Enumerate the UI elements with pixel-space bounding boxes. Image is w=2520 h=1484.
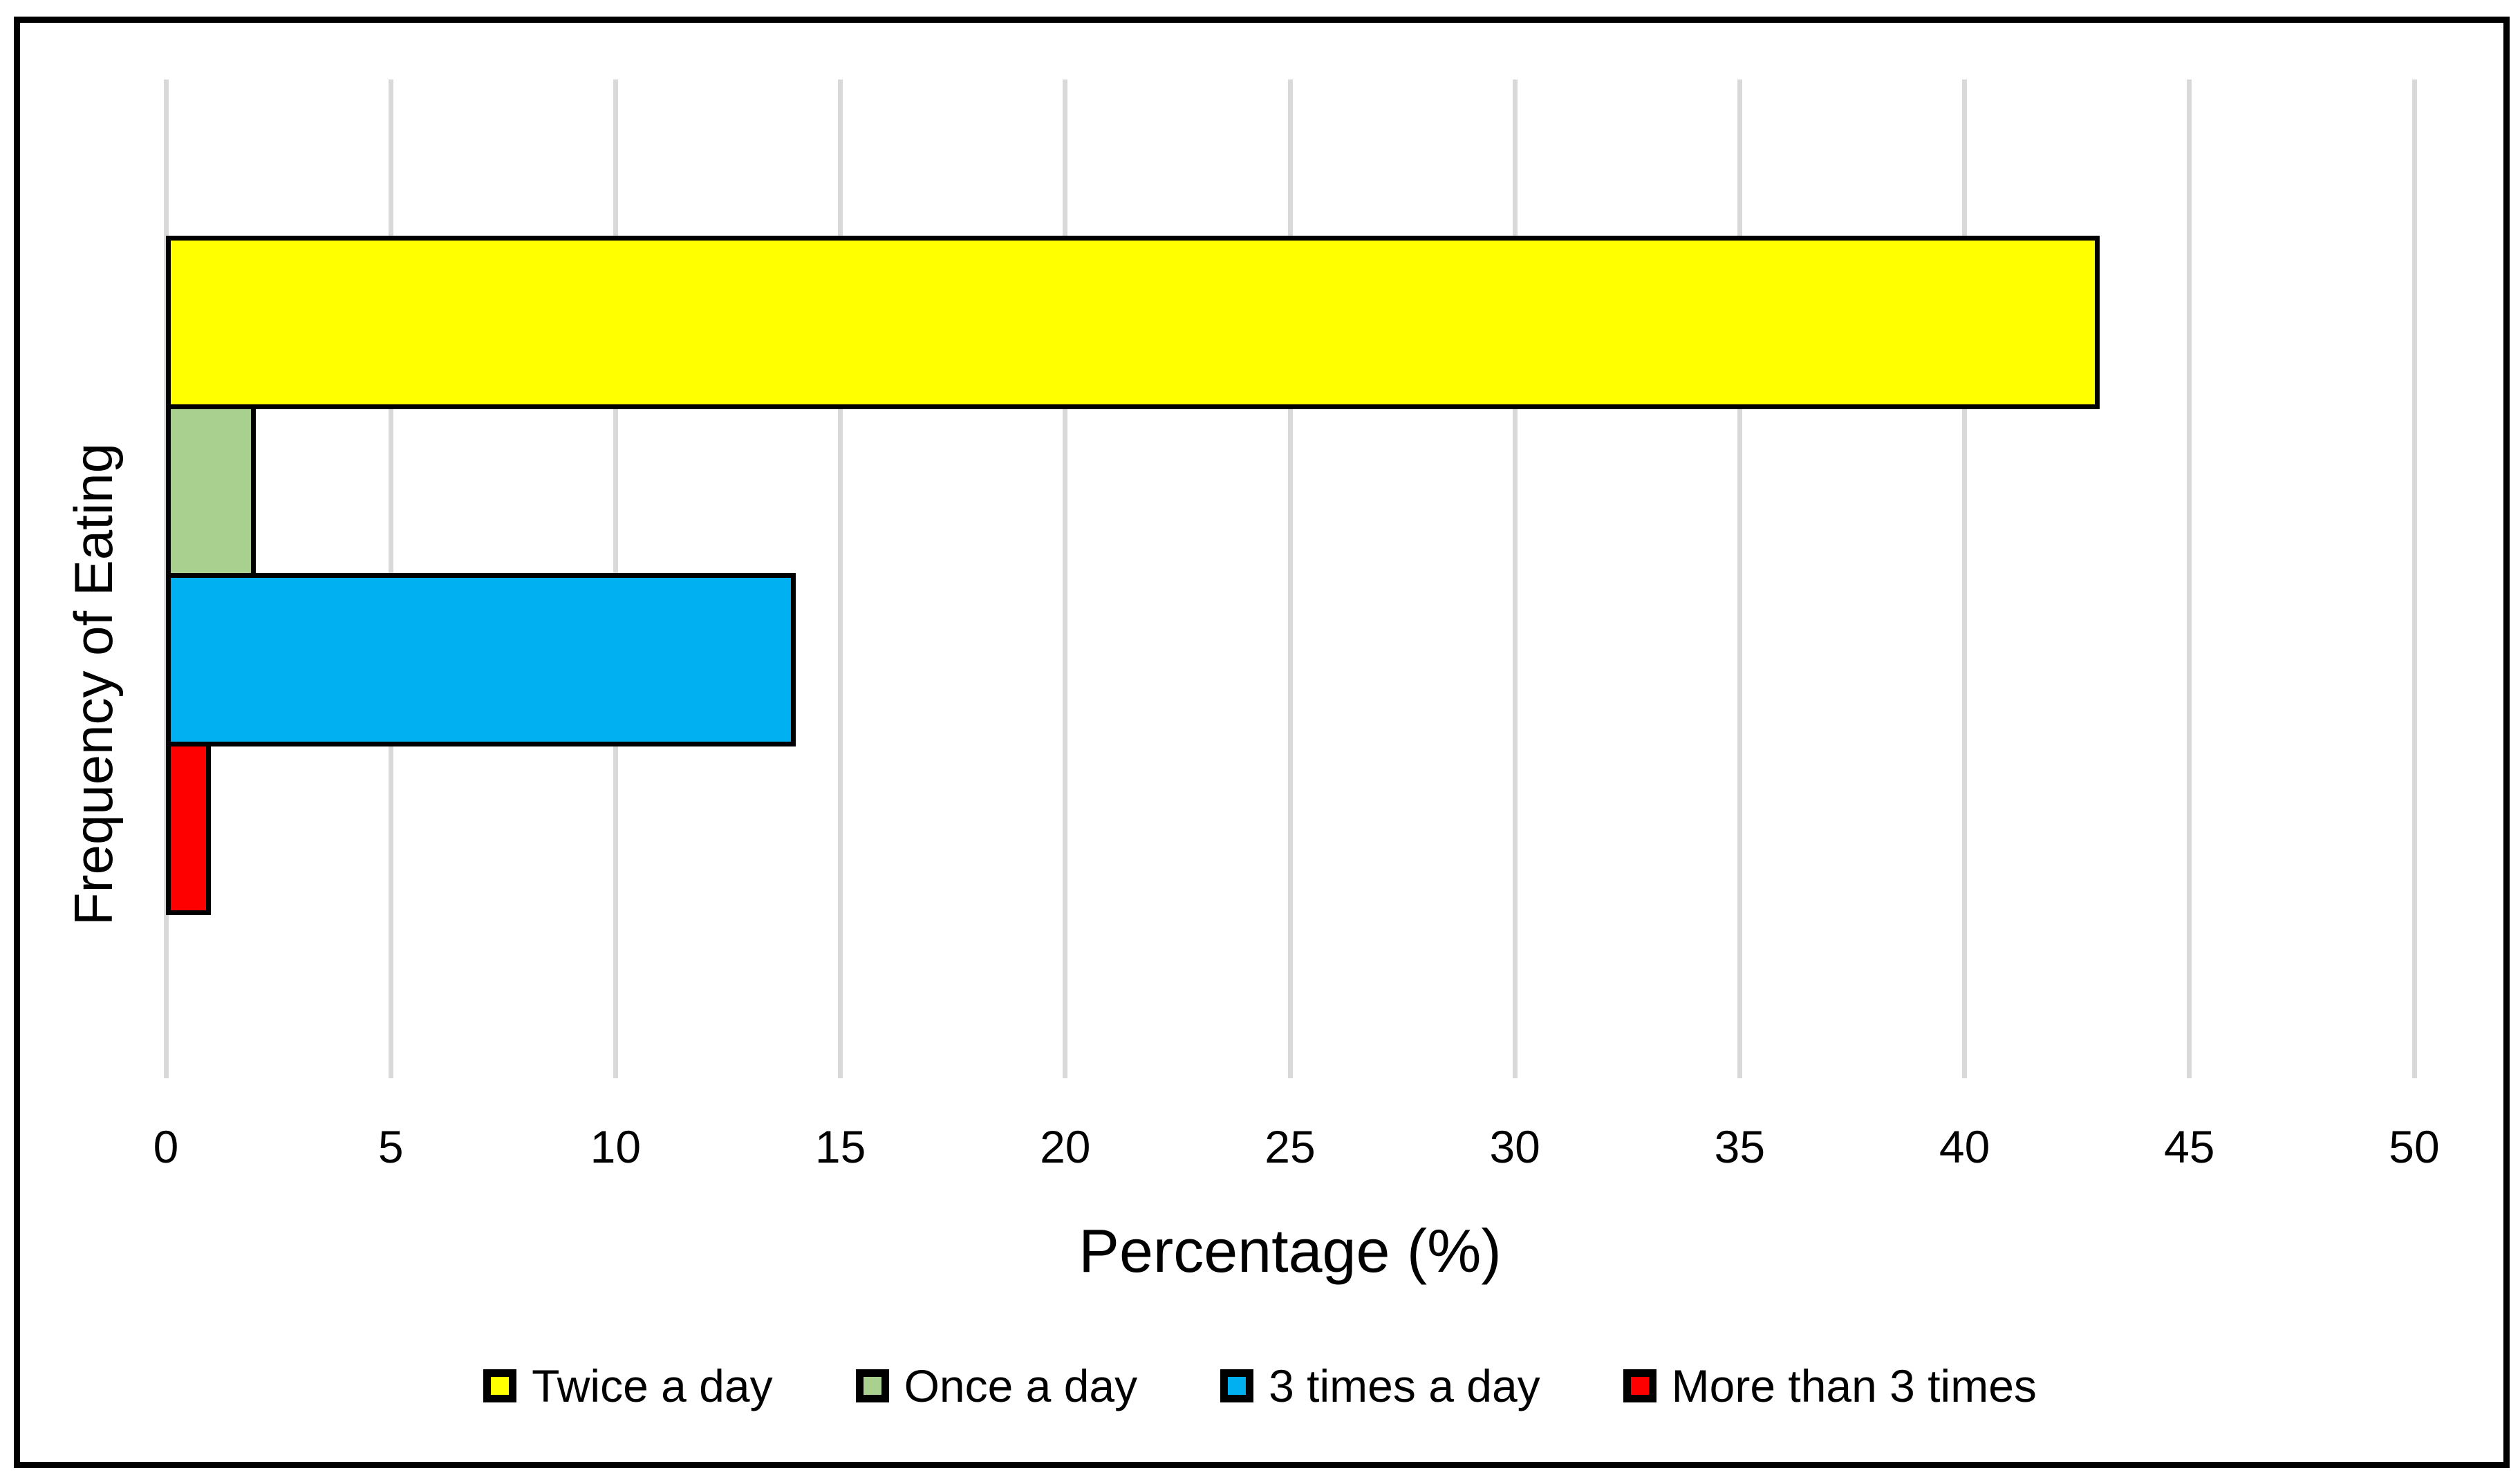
bar-twice-a-day	[166, 236, 2100, 409]
chart-outer-border	[14, 17, 2510, 1468]
x-tick-label-50: 50	[2389, 1121, 2440, 1172]
plot-area	[163, 79, 2417, 1078]
legend-swatch-twice-a-day	[483, 1369, 517, 1402]
x-tick-label-15: 15	[814, 1121, 866, 1172]
legend-item-3-times-a-day: 3 times a day	[1220, 1358, 1540, 1413]
legend-swatch-more-than-3-times	[1623, 1369, 1656, 1402]
x-tick-label-30: 30	[1489, 1121, 1540, 1172]
bar-more-than-3-times	[166, 742, 212, 915]
legend-item-more-than-3-times: More than 3 times	[1623, 1358, 2037, 1413]
x-tick-label-25: 25	[1264, 1121, 1316, 1172]
gridline-x-25	[1287, 79, 1293, 1078]
bar-3-times-a-day	[166, 573, 796, 746]
legend-label-more-than-3-times: More than 3 times	[1671, 1360, 2037, 1411]
gridline-x-35	[1737, 79, 1742, 1078]
x-tick-label-0: 0	[153, 1121, 179, 1172]
gridline-x-45	[2187, 79, 2192, 1078]
gridline-x-40	[1962, 79, 1968, 1078]
x-tick-label-10: 10	[590, 1121, 642, 1172]
bar-once-a-day	[166, 404, 256, 578]
legend-item-once-a-day: Once a day	[855, 1358, 1138, 1413]
x-tick-label-20: 20	[1040, 1121, 1091, 1172]
legend-label-3-times-a-day: 3 times a day	[1269, 1360, 1540, 1411]
gridline-x-50	[2411, 79, 2417, 1078]
legend: Twice a day Once a day 3 times a day More t…	[0, 1348, 2520, 1424]
x-axis-title: Percentage (%)	[1079, 1217, 1502, 1285]
x-tick-label-5: 5	[377, 1121, 404, 1172]
bar-series-group	[166, 236, 2414, 915]
gridline-x-30	[1512, 79, 1518, 1078]
x-axis-tick-labels: 0 5 10 15 20 25 30 35 40 45 50	[153, 1114, 2440, 1180]
y-axis-title: Frequency of Eating	[63, 442, 124, 926]
legend-swatch-3-times-a-day	[1220, 1369, 1254, 1402]
legend-label-once-a-day: Once a day	[904, 1360, 1138, 1411]
legend-label-twice-a-day: Twice a day	[532, 1360, 773, 1411]
x-tick-label-45: 45	[2164, 1121, 2215, 1172]
gridline-x-15	[838, 79, 843, 1078]
legend-item-twice-a-day: Twice a day	[483, 1358, 773, 1413]
legend-swatch-once-a-day	[855, 1369, 889, 1402]
gridline-x-20	[1063, 79, 1068, 1078]
x-tick-label-40: 40	[1939, 1121, 1990, 1172]
x-tick-label-35: 35	[1714, 1121, 1766, 1172]
